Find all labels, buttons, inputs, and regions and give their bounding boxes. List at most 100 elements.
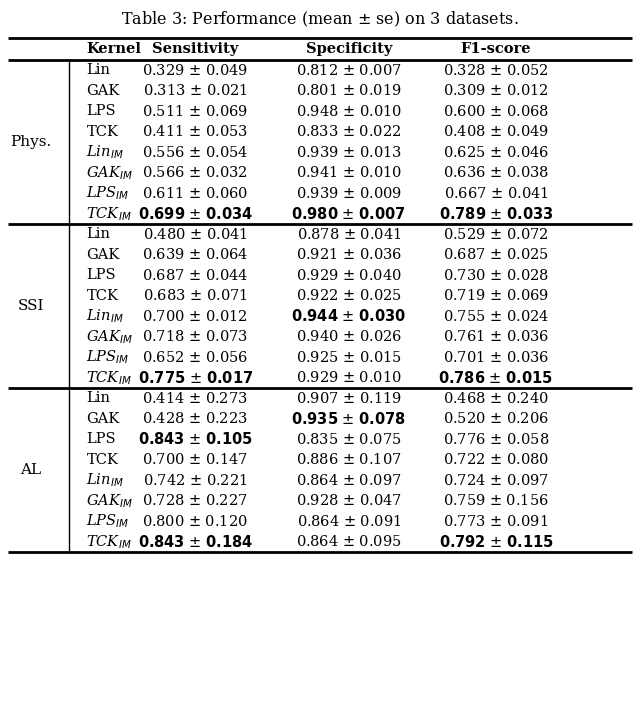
Text: SSI: SSI bbox=[17, 299, 44, 313]
Text: 0.408 $\pm$ 0.049: 0.408 $\pm$ 0.049 bbox=[443, 124, 549, 139]
Text: Lin$_{IM}$: Lin$_{IM}$ bbox=[86, 307, 124, 325]
Text: 0.759 $\pm$ 0.156: 0.759 $\pm$ 0.156 bbox=[443, 493, 549, 508]
Text: $\mathbf{0.775}$ $\pm$ $\mathbf{0.017}$: $\mathbf{0.775}$ $\pm$ $\mathbf{0.017}$ bbox=[138, 370, 253, 386]
Text: Lin: Lin bbox=[86, 227, 111, 241]
Text: 0.921 $\pm$ 0.036: 0.921 $\pm$ 0.036 bbox=[296, 247, 402, 262]
Text: 0.728 $\pm$ 0.227: 0.728 $\pm$ 0.227 bbox=[142, 493, 248, 508]
Text: Kernel: Kernel bbox=[86, 42, 141, 56]
Text: Lin$_{IM}$: Lin$_{IM}$ bbox=[86, 471, 124, 489]
Text: 0.718 $\pm$ 0.073: 0.718 $\pm$ 0.073 bbox=[142, 329, 248, 344]
Text: 0.864 $\pm$ 0.097: 0.864 $\pm$ 0.097 bbox=[296, 473, 402, 488]
Text: 0.907 $\pm$ 0.119: 0.907 $\pm$ 0.119 bbox=[296, 391, 402, 405]
Text: $\mathbf{0.792}$ $\pm$ $\mathbf{0.115}$: $\mathbf{0.792}$ $\pm$ $\mathbf{0.115}$ bbox=[438, 534, 554, 550]
Text: 0.667 $\pm$ 0.041: 0.667 $\pm$ 0.041 bbox=[444, 186, 548, 201]
Text: 0.724 $\pm$ 0.097: 0.724 $\pm$ 0.097 bbox=[443, 473, 549, 488]
Text: 0.722 $\pm$ 0.080: 0.722 $\pm$ 0.080 bbox=[443, 452, 549, 467]
Text: 0.742 $\pm$ 0.221: 0.742 $\pm$ 0.221 bbox=[143, 473, 248, 488]
Text: 0.639 $\pm$ 0.064: 0.639 $\pm$ 0.064 bbox=[142, 247, 248, 262]
Text: 0.329 $\pm$ 0.049: 0.329 $\pm$ 0.049 bbox=[142, 62, 248, 78]
Text: LPS$_{IM}$: LPS$_{IM}$ bbox=[86, 185, 130, 202]
Text: GAK: GAK bbox=[86, 84, 120, 98]
Text: $\mathbf{0.699}$ $\pm$ $\mathbf{0.034}$: $\mathbf{0.699}$ $\pm$ $\mathbf{0.034}$ bbox=[138, 206, 253, 222]
Text: 0.636 $\pm$ 0.038: 0.636 $\pm$ 0.038 bbox=[443, 165, 549, 180]
Text: 0.939 $\pm$ 0.009: 0.939 $\pm$ 0.009 bbox=[296, 186, 402, 201]
Text: 0.600 $\pm$ 0.068: 0.600 $\pm$ 0.068 bbox=[443, 104, 549, 119]
Text: 0.700 $\pm$ 0.012: 0.700 $\pm$ 0.012 bbox=[142, 309, 248, 324]
Text: TCK: TCK bbox=[86, 289, 118, 302]
Text: GAK$_{IM}$: GAK$_{IM}$ bbox=[86, 492, 133, 510]
Text: 0.511 $\pm$ 0.069: 0.511 $\pm$ 0.069 bbox=[142, 104, 248, 119]
Text: LPS$_{IM}$: LPS$_{IM}$ bbox=[86, 349, 130, 366]
Text: LPS: LPS bbox=[86, 104, 116, 119]
Text: 0.801 $\pm$ 0.019: 0.801 $\pm$ 0.019 bbox=[296, 83, 402, 98]
Text: LPS: LPS bbox=[86, 268, 116, 283]
Text: 0.468 $\pm$ 0.240: 0.468 $\pm$ 0.240 bbox=[443, 391, 549, 405]
Text: TCK: TCK bbox=[86, 125, 118, 138]
Text: TCK$_{IM}$: TCK$_{IM}$ bbox=[86, 533, 132, 550]
Text: $\mathbf{0.980}$ $\pm$ $\mathbf{0.007}$: $\mathbf{0.980}$ $\pm$ $\mathbf{0.007}$ bbox=[291, 206, 406, 222]
Text: $\mathbf{0.935}$ $\pm$ $\mathbf{0.078}$: $\mathbf{0.935}$ $\pm$ $\mathbf{0.078}$ bbox=[291, 411, 406, 427]
Text: 0.773 $\pm$ 0.091: 0.773 $\pm$ 0.091 bbox=[444, 514, 548, 529]
Text: TCK$_{IM}$: TCK$_{IM}$ bbox=[86, 205, 132, 223]
Text: 0.700 $\pm$ 0.147: 0.700 $\pm$ 0.147 bbox=[142, 452, 248, 467]
Text: 0.755 $\pm$ 0.024: 0.755 $\pm$ 0.024 bbox=[443, 309, 549, 324]
Text: 0.864 $\pm$ 0.095: 0.864 $\pm$ 0.095 bbox=[296, 534, 402, 550]
Text: 0.414 $\pm$ 0.273: 0.414 $\pm$ 0.273 bbox=[142, 391, 248, 405]
Text: 0.411 $\pm$ 0.053: 0.411 $\pm$ 0.053 bbox=[142, 124, 248, 139]
Text: 0.928 $\pm$ 0.047: 0.928 $\pm$ 0.047 bbox=[296, 493, 402, 508]
Text: Lin$_{IM}$: Lin$_{IM}$ bbox=[86, 143, 124, 161]
Text: $\mathbf{0.786}$ $\pm$ $\mathbf{0.015}$: $\mathbf{0.786}$ $\pm$ $\mathbf{0.015}$ bbox=[438, 370, 554, 386]
Text: 0.566 $\pm$ 0.032: 0.566 $\pm$ 0.032 bbox=[142, 165, 248, 180]
Text: Lin: Lin bbox=[86, 63, 111, 77]
Text: GAK: GAK bbox=[86, 412, 120, 426]
Text: 0.948 $\pm$ 0.010: 0.948 $\pm$ 0.010 bbox=[296, 104, 402, 119]
Text: 0.687 $\pm$ 0.025: 0.687 $\pm$ 0.025 bbox=[443, 247, 549, 262]
Text: 0.761 $\pm$ 0.036: 0.761 $\pm$ 0.036 bbox=[443, 329, 549, 344]
Text: GAK: GAK bbox=[86, 248, 120, 262]
Text: 0.878 $\pm$ 0.041: 0.878 $\pm$ 0.041 bbox=[296, 226, 401, 241]
Text: $\mathbf{0.843}$ $\pm$ $\mathbf{0.105}$: $\mathbf{0.843}$ $\pm$ $\mathbf{0.105}$ bbox=[138, 431, 253, 447]
Text: 0.328 $\pm$ 0.052: 0.328 $\pm$ 0.052 bbox=[443, 62, 549, 78]
Text: 0.730 $\pm$ 0.028: 0.730 $\pm$ 0.028 bbox=[443, 268, 549, 283]
Text: 0.687 $\pm$ 0.044: 0.687 $\pm$ 0.044 bbox=[142, 268, 248, 283]
Text: Sensitivity: Sensitivity bbox=[152, 42, 238, 56]
Text: LPS$_{IM}$: LPS$_{IM}$ bbox=[86, 513, 130, 530]
Text: 0.652 $\pm$ 0.056: 0.652 $\pm$ 0.056 bbox=[142, 350, 248, 365]
Text: 0.701 $\pm$ 0.036: 0.701 $\pm$ 0.036 bbox=[443, 350, 549, 365]
Text: GAK$_{IM}$: GAK$_{IM}$ bbox=[86, 328, 133, 346]
Text: 0.864 $\pm$ 0.091: 0.864 $\pm$ 0.091 bbox=[296, 514, 401, 529]
Text: 0.480 $\pm$ 0.041: 0.480 $\pm$ 0.041 bbox=[143, 226, 248, 241]
Text: 0.929 $\pm$ 0.040: 0.929 $\pm$ 0.040 bbox=[296, 268, 402, 283]
Text: 0.625 $\pm$ 0.046: 0.625 $\pm$ 0.046 bbox=[443, 145, 549, 160]
Text: Lin: Lin bbox=[86, 391, 111, 405]
Text: GAK$_{IM}$: GAK$_{IM}$ bbox=[86, 164, 133, 182]
Text: TCK: TCK bbox=[86, 453, 118, 466]
Text: 0.939 $\pm$ 0.013: 0.939 $\pm$ 0.013 bbox=[296, 145, 402, 160]
Text: TCK$_{IM}$: TCK$_{IM}$ bbox=[86, 369, 132, 387]
Text: 0.529 $\pm$ 0.072: 0.529 $\pm$ 0.072 bbox=[443, 226, 549, 241]
Text: AL: AL bbox=[20, 463, 42, 477]
Text: 0.309 $\pm$ 0.012: 0.309 $\pm$ 0.012 bbox=[443, 83, 549, 98]
Text: 0.428 $\pm$ 0.223: 0.428 $\pm$ 0.223 bbox=[142, 411, 248, 426]
Text: 0.776 $\pm$ 0.058: 0.776 $\pm$ 0.058 bbox=[443, 432, 549, 447]
Text: 0.886 $\pm$ 0.107: 0.886 $\pm$ 0.107 bbox=[296, 452, 402, 467]
Text: Table 3: Performance (mean $\pm$ se) on 3 datasets.: Table 3: Performance (mean $\pm$ se) on … bbox=[121, 10, 519, 29]
Text: 0.611 $\pm$ 0.060: 0.611 $\pm$ 0.060 bbox=[142, 186, 248, 201]
Text: 0.683 $\pm$ 0.071: 0.683 $\pm$ 0.071 bbox=[143, 288, 248, 303]
Text: 0.800 $\pm$ 0.120: 0.800 $\pm$ 0.120 bbox=[142, 514, 248, 529]
Text: 0.929 $\pm$ 0.010: 0.929 $\pm$ 0.010 bbox=[296, 370, 402, 386]
Text: 0.941 $\pm$ 0.010: 0.941 $\pm$ 0.010 bbox=[296, 165, 402, 180]
Text: 0.835 $\pm$ 0.075: 0.835 $\pm$ 0.075 bbox=[296, 432, 402, 447]
Text: Specificity: Specificity bbox=[306, 42, 392, 56]
Text: $\mathbf{0.789}$ $\pm$ $\mathbf{0.033}$: $\mathbf{0.789}$ $\pm$ $\mathbf{0.033}$ bbox=[438, 206, 554, 222]
Text: F1-score: F1-score bbox=[461, 42, 531, 56]
Text: 0.812 $\pm$ 0.007: 0.812 $\pm$ 0.007 bbox=[296, 62, 402, 78]
Text: 0.520 $\pm$ 0.206: 0.520 $\pm$ 0.206 bbox=[443, 411, 549, 426]
Text: 0.833 $\pm$ 0.022: 0.833 $\pm$ 0.022 bbox=[296, 124, 401, 139]
Text: $\mathbf{0.944}$ $\pm$ $\mathbf{0.030}$: $\mathbf{0.944}$ $\pm$ $\mathbf{0.030}$ bbox=[291, 308, 406, 324]
Text: 0.719 $\pm$ 0.069: 0.719 $\pm$ 0.069 bbox=[443, 288, 549, 303]
Text: $\mathbf{0.843}$ $\pm$ $\mathbf{0.184}$: $\mathbf{0.843}$ $\pm$ $\mathbf{0.184}$ bbox=[138, 534, 253, 550]
Text: 0.556 $\pm$ 0.054: 0.556 $\pm$ 0.054 bbox=[142, 145, 248, 160]
Text: 0.940 $\pm$ 0.026: 0.940 $\pm$ 0.026 bbox=[296, 329, 402, 344]
Text: Phys.: Phys. bbox=[10, 135, 51, 149]
